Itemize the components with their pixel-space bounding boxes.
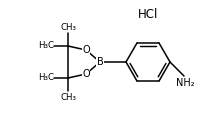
Text: B: B (97, 57, 103, 67)
Text: NH₂: NH₂ (176, 78, 194, 88)
Text: H₃C: H₃C (38, 42, 54, 51)
Text: O: O (82, 45, 90, 55)
Text: H₃C: H₃C (38, 74, 54, 83)
Text: CH₃: CH₃ (60, 23, 76, 31)
Text: CH₃: CH₃ (60, 92, 76, 101)
Text: O: O (82, 69, 90, 79)
Text: HCl: HCl (138, 8, 158, 21)
